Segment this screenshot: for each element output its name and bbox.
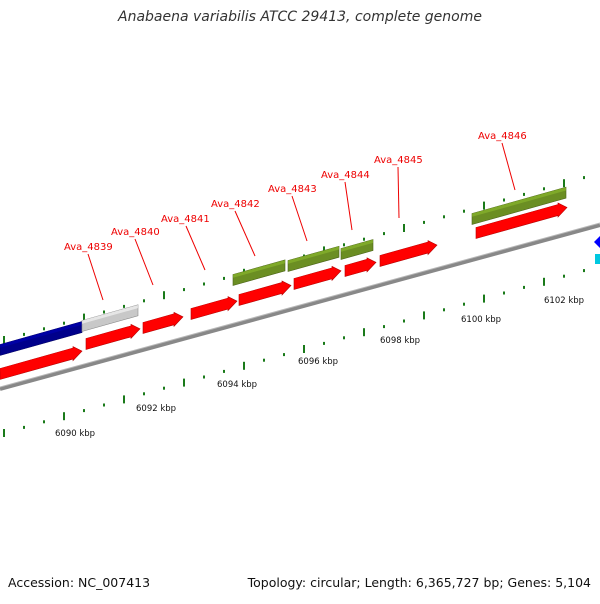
- feature-gray-highlight: [82, 304, 138, 324]
- gene-leader-line: [344, 181, 353, 231]
- feature-navy-highlight: [0, 321, 82, 348]
- cds-reverse: [471, 186, 567, 225]
- gene-leader-line: [501, 142, 516, 191]
- kbp-label: 6094 kbp: [217, 380, 257, 390]
- gene-label: Ava_4839: [64, 242, 113, 253]
- gene-leader-line: [291, 195, 308, 242]
- cds-forward-highlight: [0, 348, 73, 372]
- cds-forward: [344, 257, 377, 277]
- gene-label: Ava_4843: [268, 184, 317, 195]
- gene-label: Ava_4841: [161, 214, 210, 225]
- cds-forward-highlight: [86, 325, 131, 342]
- kbp-labels: 6090 kbp 6092 kbp 6094 kbp 6096 kbp 6098 kbp…: [55, 296, 584, 439]
- cds-forward-body: [0, 346, 83, 380]
- gene-label: Ava_4845: [374, 155, 423, 166]
- gene-label: Ava_4842: [211, 199, 260, 210]
- cds-forward: [238, 280, 292, 306]
- gene-leader-line: [185, 225, 206, 271]
- feature-edge-right: [594, 236, 600, 264]
- gene-features: [0, 186, 600, 380]
- cds-forward-highlight: [191, 298, 228, 312]
- cds-forward-body: [344, 257, 377, 277]
- cds-forward-body: [293, 265, 342, 290]
- cds-reverse: [340, 239, 374, 260]
- cds-reverse-highlight: [472, 187, 566, 217]
- cds-forward: [379, 240, 438, 267]
- gene-leader-line: [87, 253, 104, 301]
- cds-forward-highlight: [294, 267, 332, 282]
- cds-reverse: [287, 245, 340, 272]
- genome-backbone: [0, 222, 600, 391]
- gene-label: Ava_4840: [111, 227, 160, 238]
- kbp-label: 6102 kbp: [544, 296, 584, 306]
- cds-forward-body: [238, 280, 292, 306]
- cds-forward-body: [85, 323, 141, 350]
- gene-leader-line: [397, 166, 400, 219]
- feature-blue: [594, 236, 600, 248]
- cds-reverse-highlight: [341, 239, 373, 252]
- kbp-label: 6090 kbp: [55, 429, 95, 439]
- gene-label: Ava_4846: [478, 131, 527, 142]
- cds-forward: [190, 296, 238, 320]
- kbp-label: 6096 kbp: [298, 357, 338, 367]
- backbone-line: [0, 223, 600, 391]
- genome-summary-text: Topology: circular; Length: 6,365,727 bp…: [247, 575, 591, 590]
- accession-text: Accession: NC_007413: [8, 575, 151, 590]
- cds-forward-highlight: [345, 259, 367, 269]
- cds-forward: [0, 346, 83, 380]
- cds-forward-highlight: [239, 282, 282, 298]
- cds-reverse: [232, 259, 286, 286]
- cds-forward-body: [379, 240, 438, 267]
- kbp-label: 6092 kbp: [136, 404, 176, 414]
- gene-leader-line: [234, 210, 256, 257]
- feature-navy: [0, 321, 83, 356]
- cds-reverse-highlight: [288, 246, 339, 264]
- cds-forward-body: [190, 296, 238, 320]
- cds-forward: [475, 202, 568, 239]
- cds-forward: [293, 265, 342, 290]
- backbone-highlight: [0, 222, 600, 388]
- feature-gray: [81, 304, 139, 332]
- cds-forward: [142, 311, 184, 334]
- cds-forward-body: [475, 202, 568, 239]
- feature-cyan: [595, 254, 600, 264]
- gene-label: Ava_4844: [321, 170, 370, 181]
- gene-leader-line: [134, 238, 154, 286]
- kbp-label: 6100 kbp: [461, 315, 501, 325]
- kbp-label: 6098 kbp: [380, 336, 420, 346]
- cds-reverse-highlight: [233, 259, 285, 278]
- cds-forward-highlight: [143, 313, 174, 326]
- cds-forward: [85, 323, 141, 350]
- cds-forward-highlight: [476, 204, 558, 231]
- map-title: Anabaena variabilis ATCC 29413, complete…: [118, 9, 482, 25]
- cds-forward-highlight: [380, 242, 428, 259]
- cds-forward-body: [142, 311, 184, 334]
